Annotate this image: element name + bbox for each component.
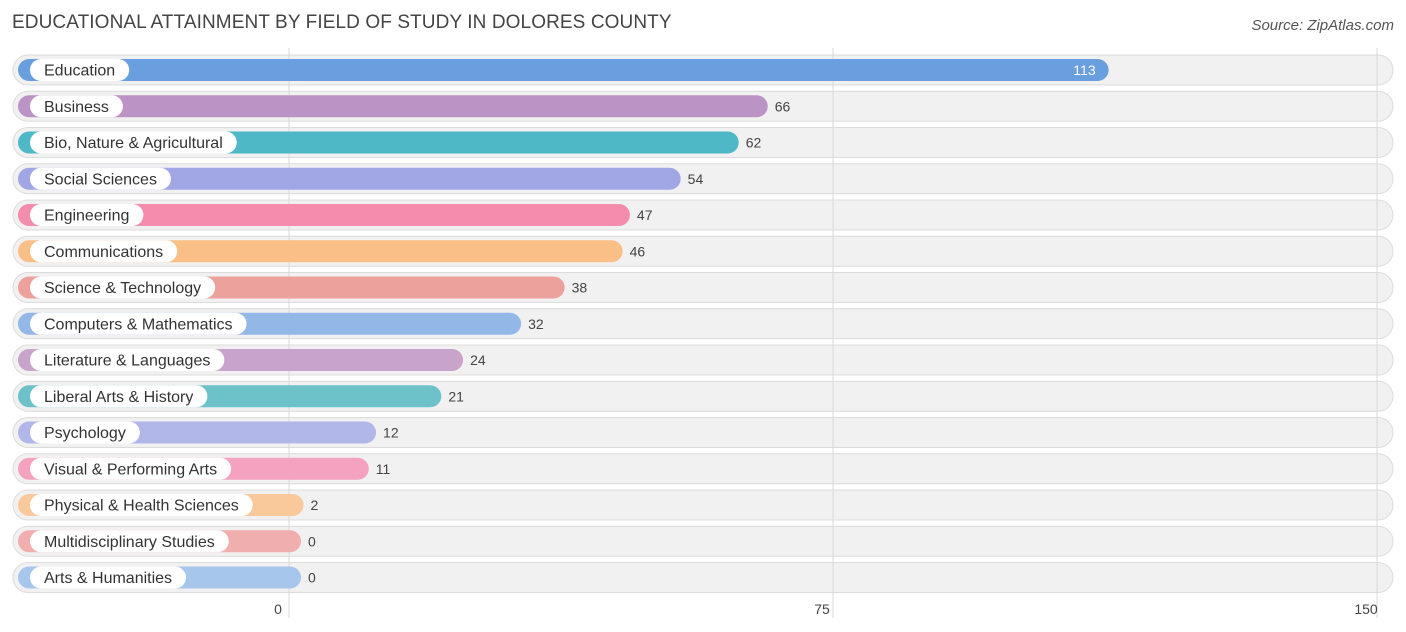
x-tick-label: 150: [1354, 601, 1378, 617]
value-label: 21: [448, 388, 464, 404]
category-label-pill: [30, 421, 140, 444]
row-background: [12, 562, 1394, 593]
category-label: Engineering: [30, 204, 144, 226]
value-label: 66: [775, 98, 791, 114]
value-label: 2: [311, 497, 319, 513]
value-label: 0: [308, 570, 316, 586]
category-label: Computers & Mathematics: [30, 312, 247, 335]
category-label-pill: [30, 95, 123, 118]
category-label-pill: [30, 131, 237, 154]
value-label: 113: [1073, 62, 1096, 78]
category-label-text: Computers & Mathematics: [44, 316, 233, 333]
category-label-pill: [30, 530, 229, 553]
category-label-text: Education: [44, 63, 115, 80]
value-label: 62: [746, 135, 762, 151]
category-label: Liberal Arts & History: [30, 385, 208, 408]
category-label: Psychology: [30, 421, 140, 444]
category-label-pill: [30, 385, 208, 408]
value-label: 46: [630, 243, 646, 259]
bar: [18, 167, 681, 190]
category-label-text: Social Sciences: [44, 171, 157, 188]
bar: [18, 59, 1109, 81]
category-label-pill: [30, 349, 225, 371]
category-label-pill: [30, 566, 187, 589]
category-labels: Education Business Bio, Nature & Agricultu…: [30, 59, 253, 589]
value-label: 38: [572, 280, 588, 296]
category-label: Literature & Languages: [30, 349, 225, 371]
chart-title: EDUCATIONAL ATTAINMENT BY FIELD OF STUDY…: [12, 12, 672, 33]
x-tick-label: 0: [274, 601, 282, 617]
value-label: 47: [637, 207, 653, 223]
category-label-text: Liberal Arts & History: [44, 389, 193, 406]
category-label-text: Business: [44, 99, 109, 116]
category-label: Arts & Humanities: [30, 566, 187, 589]
category-label-pill: [30, 167, 171, 190]
bar: [18, 95, 768, 118]
category-label: Multidisciplinary Studies: [30, 530, 229, 553]
category-label-text: Psychology: [44, 425, 126, 442]
category-label-text: Bio, Nature & Agricultural: [44, 135, 223, 152]
value-label: 54: [688, 171, 704, 187]
source-note: Source: ZipAtlas.com: [1251, 17, 1394, 34]
category-label: Education: [30, 59, 130, 81]
value-label: 0: [308, 533, 316, 549]
category-label: Science & Technology: [30, 276, 216, 299]
x-tick-label: 75: [814, 601, 830, 617]
value-label: 24: [470, 352, 486, 368]
x-axis-ticks: 0 75 150: [274, 601, 1378, 617]
category-label-text: Multidisciplinary Studies: [44, 534, 215, 551]
category-label-text: Physical & Health Sciences: [44, 498, 239, 515]
category-label: Visual & Performing Arts: [30, 457, 232, 480]
category-label-text: Communications: [44, 244, 163, 261]
category-label-text: Visual & Performing Arts: [44, 461, 217, 478]
category-label-pill: [30, 240, 178, 263]
category-label-text: Arts & Humanities: [44, 570, 172, 587]
category-label: Physical & Health Sciences: [30, 494, 253, 516]
value-label: 32: [528, 316, 544, 332]
value-label: 12: [383, 425, 399, 441]
category-label: Business: [30, 95, 123, 118]
category-label-pill: [30, 494, 253, 516]
category-label-pill: [30, 276, 216, 299]
category-label: Communications: [30, 240, 178, 263]
category-label: Social Sciences: [30, 167, 171, 190]
category-label-text: Science & Technology: [44, 280, 201, 297]
category-label-text: Engineering: [44, 208, 129, 225]
category-label: Bio, Nature & Agricultural: [30, 131, 237, 154]
category-label-pill: [30, 204, 144, 226]
bar: [18, 204, 630, 226]
category-label-pill: [30, 312, 247, 335]
row-background: [12, 525, 1394, 557]
row-background: [12, 489, 1394, 521]
category-label-pill: [30, 457, 232, 480]
value-label: 11: [376, 461, 391, 477]
category-label-text: Literature & Languages: [44, 353, 210, 370]
category-label-pill: [30, 59, 130, 81]
